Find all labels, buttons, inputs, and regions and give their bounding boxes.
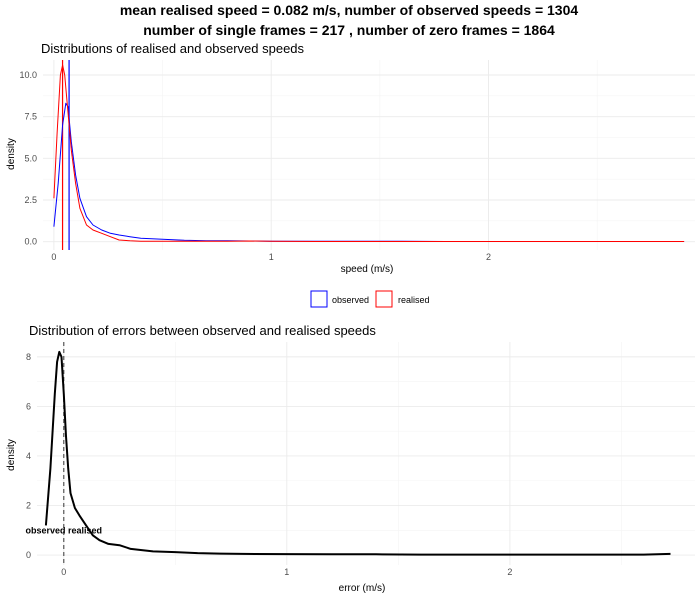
panel2-tick-labels: 0 1 2 0 2 4 6 8 bbox=[26, 352, 512, 577]
figure-title-line1: mean realised speed = 0.082 m/s, number … bbox=[120, 2, 579, 18]
panel1-gridlines bbox=[43, 60, 695, 250]
panel2-title: Distribution of errors between observed … bbox=[29, 323, 376, 338]
y-tick-label: 6 bbox=[26, 401, 31, 411]
panel1-tick-labels: 0 1 2 0.0 2.5 5.0 7.5 10.0 bbox=[19, 70, 491, 262]
panel2-x-axis-label: error (m/s) bbox=[339, 583, 386, 594]
figure-title-line2: number of single frames = 217 , number o… bbox=[143, 22, 555, 38]
y-tick-label: 7.5 bbox=[24, 112, 37, 122]
panel1-x-axis-label: speed (m/s) bbox=[341, 264, 394, 275]
panel1-title: Distributions of realised and observed s… bbox=[41, 41, 305, 56]
x-tick-label: 0 bbox=[51, 252, 56, 262]
y-tick-label: 4 bbox=[26, 451, 31, 461]
y-tick-label: 2 bbox=[26, 501, 31, 511]
y-tick-label: 5.0 bbox=[24, 153, 37, 163]
panel1-series-lines bbox=[53, 64, 685, 242]
panel1-mean-lines bbox=[61, 60, 70, 250]
legend-label-realised: realised bbox=[398, 295, 430, 305]
y-tick-label: 8 bbox=[26, 352, 31, 362]
error-distribution-panel: Distribution of errors between observed … bbox=[6, 323, 695, 594]
y-tick-label: 10.0 bbox=[19, 70, 37, 80]
x-tick-label: 1 bbox=[269, 252, 274, 262]
legend-label-observed: observed bbox=[332, 295, 369, 305]
y-tick-label: 2.5 bbox=[24, 195, 37, 205]
series-line-realised bbox=[53, 64, 685, 242]
panel2-y-axis-label: density bbox=[6, 439, 17, 471]
annotation-text: observed realised bbox=[25, 525, 102, 535]
panel1-y-axis-label: density bbox=[6, 138, 17, 170]
panel2-gridlines bbox=[37, 342, 695, 565]
panel2-series-lines bbox=[44, 350, 671, 556]
x-tick-label: 2 bbox=[486, 252, 491, 262]
panel2-annotation: observed realised bbox=[25, 525, 102, 535]
panel1-legend: observed realised bbox=[310, 290, 430, 308]
series-line-error bbox=[44, 350, 671, 556]
legend-key-observed bbox=[310, 290, 328, 308]
legend-key-realised bbox=[375, 290, 393, 308]
y-tick-label: 0.0 bbox=[24, 237, 37, 247]
speed-distribution-panel: Distributions of realised and observed s… bbox=[6, 41, 695, 308]
x-tick-label: 1 bbox=[284, 567, 289, 577]
y-tick-label: 0 bbox=[26, 550, 31, 560]
x-tick-label: 0 bbox=[61, 567, 66, 577]
x-tick-label: 2 bbox=[507, 567, 512, 577]
